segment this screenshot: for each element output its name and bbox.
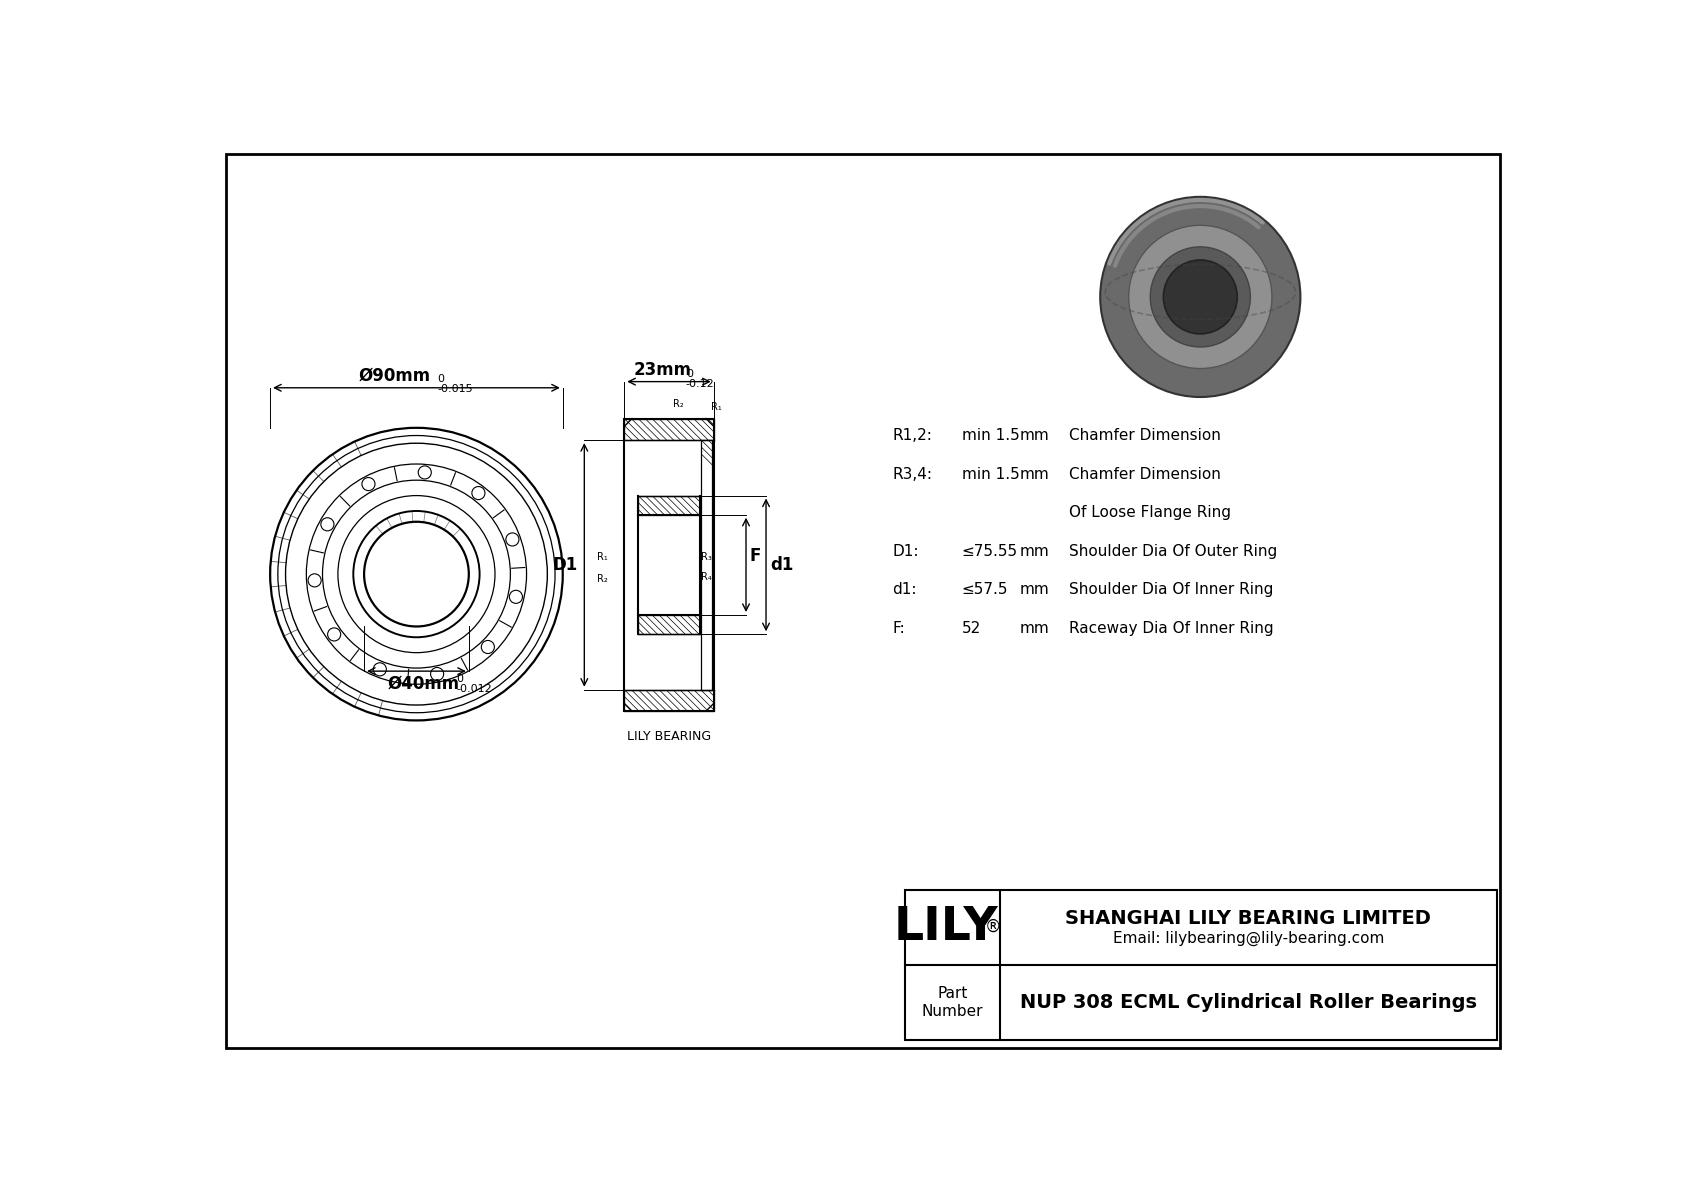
- Text: R₄: R₄: [701, 572, 712, 582]
- Text: NUP 308 ECML Cylindrical Roller Bearings: NUP 308 ECML Cylindrical Roller Bearings: [1021, 993, 1477, 1012]
- Circle shape: [1128, 225, 1271, 368]
- Text: ®: ®: [985, 918, 1002, 936]
- Circle shape: [1150, 247, 1250, 347]
- Text: D1:: D1:: [893, 543, 919, 559]
- Text: min 1.5: min 1.5: [962, 467, 1019, 481]
- Text: LILY BEARING: LILY BEARING: [626, 730, 711, 743]
- Text: Ø40mm: Ø40mm: [387, 675, 460, 693]
- Bar: [638, 495, 701, 515]
- Text: Chamfer Dimension: Chamfer Dimension: [1069, 467, 1221, 481]
- Text: -0.12: -0.12: [685, 379, 714, 388]
- Text: Of Loose Flange Ring: Of Loose Flange Ring: [1069, 505, 1231, 520]
- Text: R₂: R₂: [674, 399, 684, 409]
- Text: Shoulder Dia Of Outer Ring: Shoulder Dia Of Outer Ring: [1069, 543, 1278, 559]
- Text: mm: mm: [1019, 467, 1049, 481]
- Text: 23mm: 23mm: [633, 361, 692, 379]
- Text: d1:: d1:: [893, 582, 916, 597]
- Text: -0.012: -0.012: [456, 685, 492, 694]
- Bar: [625, 418, 714, 711]
- Text: 0: 0: [685, 368, 692, 379]
- Bar: [638, 615, 701, 634]
- Text: R₁: R₁: [596, 553, 608, 562]
- Bar: [625, 418, 714, 441]
- Text: Ø90mm: Ø90mm: [359, 367, 431, 385]
- Text: R1,2:: R1,2:: [893, 428, 933, 443]
- Text: ≤75.55: ≤75.55: [962, 543, 1017, 559]
- Bar: [625, 441, 714, 690]
- Text: Part
Number: Part Number: [921, 986, 983, 1018]
- Text: Raceway Dia Of Inner Ring: Raceway Dia Of Inner Ring: [1069, 621, 1275, 636]
- Circle shape: [1100, 197, 1300, 397]
- Text: mm: mm: [1019, 621, 1049, 636]
- Text: mm: mm: [1019, 582, 1049, 597]
- Text: R₂: R₂: [596, 574, 608, 584]
- Bar: [904, 890, 1497, 1040]
- Text: d1: d1: [770, 556, 793, 574]
- Text: R₁: R₁: [711, 403, 721, 412]
- Text: R₃: R₃: [701, 553, 712, 562]
- Text: mm: mm: [1019, 543, 1049, 559]
- Text: 0: 0: [456, 674, 463, 684]
- Text: D1: D1: [552, 556, 578, 574]
- Text: Email: lilybearing@lily-bearing.com: Email: lilybearing@lily-bearing.com: [1113, 930, 1384, 946]
- Text: LILY: LILY: [894, 905, 999, 950]
- Text: F:: F:: [893, 621, 904, 636]
- Text: -0.015: -0.015: [438, 384, 473, 394]
- Text: R3,4:: R3,4:: [893, 467, 933, 481]
- Text: SHANGHAI LILY BEARING LIMITED: SHANGHAI LILY BEARING LIMITED: [1066, 909, 1431, 928]
- Text: ≤57.5: ≤57.5: [962, 582, 1009, 597]
- Text: min 1.5: min 1.5: [962, 428, 1019, 443]
- Text: F: F: [749, 547, 761, 565]
- Bar: [701, 441, 712, 690]
- Text: 52: 52: [962, 621, 980, 636]
- Text: Chamfer Dimension: Chamfer Dimension: [1069, 428, 1221, 443]
- Text: mm: mm: [1019, 428, 1049, 443]
- Circle shape: [1164, 260, 1238, 333]
- Text: Shoulder Dia Of Inner Ring: Shoulder Dia Of Inner Ring: [1069, 582, 1273, 597]
- Text: 0: 0: [438, 374, 445, 384]
- Bar: [625, 690, 714, 711]
